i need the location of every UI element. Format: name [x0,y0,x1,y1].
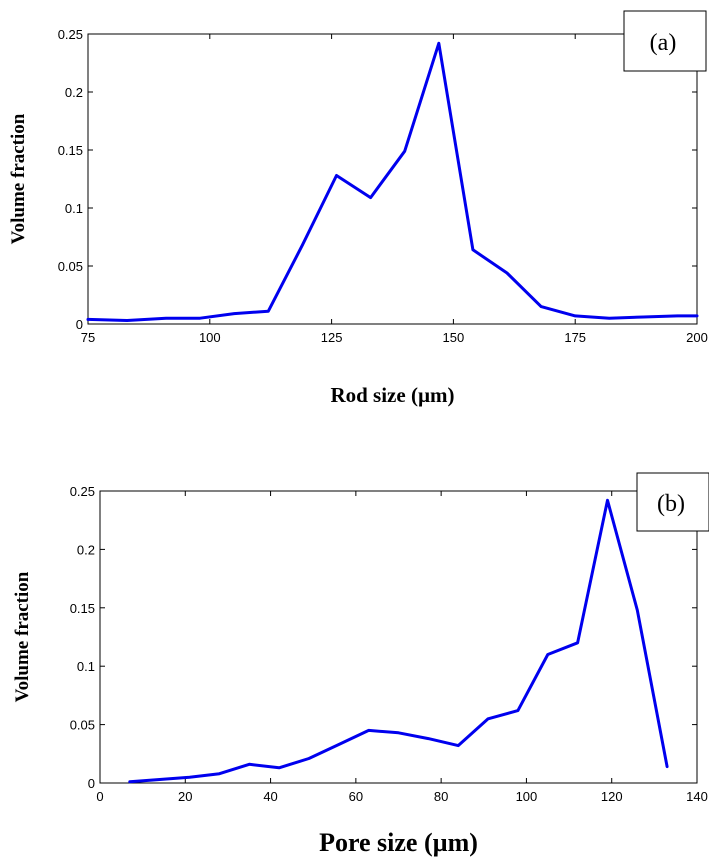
data-point [695,314,699,318]
y-tick-label: 0.1 [65,201,83,216]
y-tick-label: 0.2 [65,85,83,100]
data-point [86,318,90,321]
data-point [128,780,132,784]
x-tick-label: 75 [81,330,95,345]
x-tick-label: 125 [321,330,343,345]
data-point [636,608,639,612]
x-tick-label: 40 [263,789,277,804]
y-tick-label: 0.1 [77,659,95,674]
data-point [457,744,460,747]
data-point [486,717,490,720]
data-point [665,765,669,768]
x-tick-label: 60 [349,789,363,804]
data-point [403,149,406,153]
data-point [606,499,609,502]
data-point [576,641,579,645]
data-point [267,310,270,313]
x-tick-label: 150 [443,330,465,345]
chart-panel-a: 75 100 125 150 175 200 0 0.05 0.1 0.15 0.2 0.25 (a) R… [8,10,708,407]
panel-label-box [636,472,709,532]
data-point [471,248,475,251]
data-point [516,709,520,712]
data-point [574,314,577,318]
data-point [164,317,168,320]
data-point [676,314,679,318]
y-tick-label: 0.2 [77,542,95,557]
data-point [232,312,236,315]
panel-label: (b) [657,491,685,517]
data-point [427,737,430,740]
y-tick-label: 0.15 [70,601,95,616]
x-tick-label: 80 [434,789,448,804]
panel-label-box [623,10,707,72]
data-point [198,317,202,320]
y-tick-label: 0.15 [58,143,83,158]
chart-panel-b: 0 20 40 60 80 100 120 140 0 0.05 0.1 0.15 0.2 0.25 (b)… [12,472,709,857]
x-axis-label: Rod size (µm) [330,383,454,407]
data-point [188,775,191,779]
x-tick-label: 175 [564,330,586,345]
x-tick-label: 0 [96,789,103,804]
data-series-line [128,498,669,784]
x-tick-label: 200 [686,330,708,345]
x-tick-label: 20 [178,789,192,804]
data-point [539,305,543,308]
data-point [642,315,645,319]
data-point [397,731,400,734]
x-tick-label: 100 [199,330,221,345]
x-tick-label: 140 [686,789,708,804]
data-point [158,778,161,781]
data-point [367,729,370,732]
data-point [546,653,549,656]
data-point [369,196,372,199]
data-point [337,743,340,746]
data-point [335,174,338,177]
data-point [301,243,304,247]
y-tick-label: 0 [88,776,95,791]
data-point [608,317,611,320]
plot-frame [87,33,698,325]
y-tick-label: 0.05 [58,259,83,274]
y-tick-label: 0.25 [58,27,83,42]
data-point [218,772,221,775]
data-point [437,42,440,45]
x-tick-label: 120 [601,789,623,804]
data-point [248,763,251,766]
data-point [125,319,129,322]
y-tick-label: 0.05 [70,718,95,733]
y-tick-label: 0.25 [70,484,95,499]
data-point [307,757,311,760]
panel-label: (a) [650,30,677,56]
data-series-line [86,41,699,322]
plot-frame [99,490,698,784]
x-tick-label: 100 [516,789,538,804]
y-tick-label: 0 [76,317,83,332]
x-axis-label: Pore size (µm) [319,828,478,857]
data-point [277,766,281,770]
y-axis-label: Volume fraction [8,113,29,244]
data-point [505,271,509,275]
y-axis-label: Volume fraction [12,571,33,702]
